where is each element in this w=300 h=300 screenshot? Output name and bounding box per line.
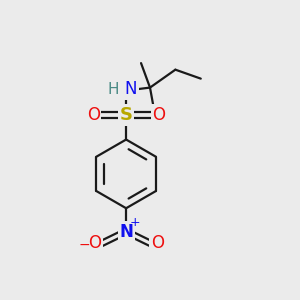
Text: O: O bbox=[87, 106, 100, 124]
Text: N: N bbox=[119, 223, 133, 241]
Text: S: S bbox=[120, 106, 133, 124]
Text: +: + bbox=[129, 216, 140, 229]
Text: −: − bbox=[79, 238, 90, 252]
Text: H: H bbox=[108, 82, 119, 97]
Text: O: O bbox=[151, 235, 164, 253]
Text: O: O bbox=[88, 235, 102, 253]
Text: O: O bbox=[152, 106, 166, 124]
Text: N: N bbox=[124, 80, 137, 98]
